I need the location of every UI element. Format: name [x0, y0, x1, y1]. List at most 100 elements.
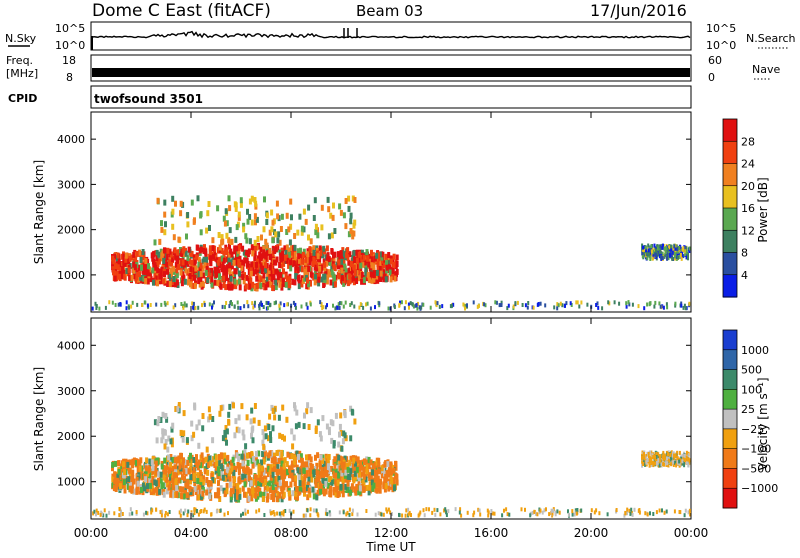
range-cell	[363, 459, 367, 465]
range-cell	[217, 454, 221, 460]
range-cell	[195, 424, 199, 431]
range-cell	[342, 304, 345, 309]
range-cell	[157, 481, 160, 488]
range-cell	[199, 275, 203, 282]
range-cell	[671, 250, 674, 255]
range-cell	[262, 272, 266, 279]
range-cell	[638, 510, 641, 515]
range-cell	[142, 254, 146, 261]
range-cell	[352, 457, 356, 464]
range-cell	[269, 431, 272, 438]
range-cell	[553, 305, 556, 310]
range-cell	[278, 306, 281, 311]
range-cell	[259, 246, 263, 253]
range-cell	[659, 244, 662, 249]
range-cell	[202, 457, 206, 464]
range-cell	[339, 209, 343, 216]
range-cell	[343, 472, 347, 479]
range-cell	[262, 475, 266, 482]
range-cell	[312, 493, 316, 500]
range-cell	[330, 232, 334, 239]
range-cell	[362, 305, 365, 310]
range-cell	[664, 250, 667, 255]
range-cell	[150, 459, 154, 466]
range-cell	[221, 304, 224, 309]
range-cell	[356, 264, 360, 271]
range-cell	[331, 272, 335, 279]
range-cell	[181, 259, 185, 266]
range-cell	[297, 253, 301, 260]
range-cell	[539, 301, 542, 306]
range-cell	[271, 219, 275, 226]
range-cell	[329, 485, 333, 492]
range-cell	[349, 218, 353, 225]
range-cell	[166, 268, 169, 275]
range-cell	[357, 251, 361, 258]
range-cell	[662, 253, 665, 258]
range-cell	[124, 256, 128, 263]
range-cell	[441, 304, 444, 309]
range-cell	[291, 490, 295, 497]
range-cell	[458, 510, 461, 515]
range-cell	[395, 268, 399, 275]
range-cell	[364, 476, 368, 483]
range-cell	[208, 302, 211, 307]
range-cell	[288, 508, 291, 513]
nsearch-label: N.Search	[746, 32, 796, 45]
range-cell	[267, 471, 270, 478]
range-cell	[666, 256, 669, 261]
range-cell	[655, 455, 658, 460]
colorbar-tick-label: 1000	[741, 344, 769, 357]
range-cell	[645, 248, 648, 253]
range-cell	[129, 507, 132, 512]
range-cell	[203, 244, 206, 251]
range-cell	[520, 507, 523, 512]
range-cell	[186, 513, 189, 518]
range-cell	[374, 512, 377, 517]
range-cell	[306, 481, 310, 488]
range-cell	[262, 491, 266, 498]
range-cell	[261, 439, 265, 446]
range-cell	[254, 487, 257, 494]
range-cell	[649, 450, 652, 455]
range-cell	[252, 456, 256, 462]
range-cell	[229, 248, 233, 255]
range-cell	[532, 305, 535, 310]
range-cell	[156, 197, 160, 204]
range-cell	[371, 485, 375, 492]
range-cell	[258, 508, 261, 513]
range-cell	[172, 488, 176, 495]
range-cell	[255, 509, 258, 514]
range-cell	[237, 305, 240, 310]
range-cell	[187, 456, 191, 463]
range-cell	[112, 485, 116, 492]
range-cell	[349, 435, 353, 442]
range-cell	[586, 302, 589, 307]
range-cell	[374, 463, 377, 470]
range-cell	[262, 245, 266, 252]
range-cell	[211, 305, 213, 310]
range-cell	[292, 509, 295, 514]
range-cell	[240, 259, 243, 266]
range-cell	[205, 266, 209, 272]
range-cell	[297, 453, 300, 460]
x-tick-label: 00:00	[74, 526, 109, 540]
range-cell	[205, 256, 208, 263]
range-cell	[246, 251, 250, 258]
range-cell	[552, 508, 555, 513]
range-cell	[294, 490, 298, 497]
range-cell	[308, 454, 312, 461]
range-cell	[102, 513, 105, 518]
range-cell	[361, 479, 365, 486]
range-cell	[118, 513, 121, 518]
range-cell	[659, 246, 662, 251]
range-cell	[235, 245, 239, 252]
range-cell	[378, 487, 382, 494]
range-cell	[681, 459, 684, 464]
range-cell	[387, 471, 391, 478]
range-cell	[658, 463, 661, 468]
range-cell	[319, 454, 323, 461]
range-cell	[346, 466, 350, 473]
range-cell	[189, 266, 193, 273]
range-cell	[233, 268, 237, 275]
